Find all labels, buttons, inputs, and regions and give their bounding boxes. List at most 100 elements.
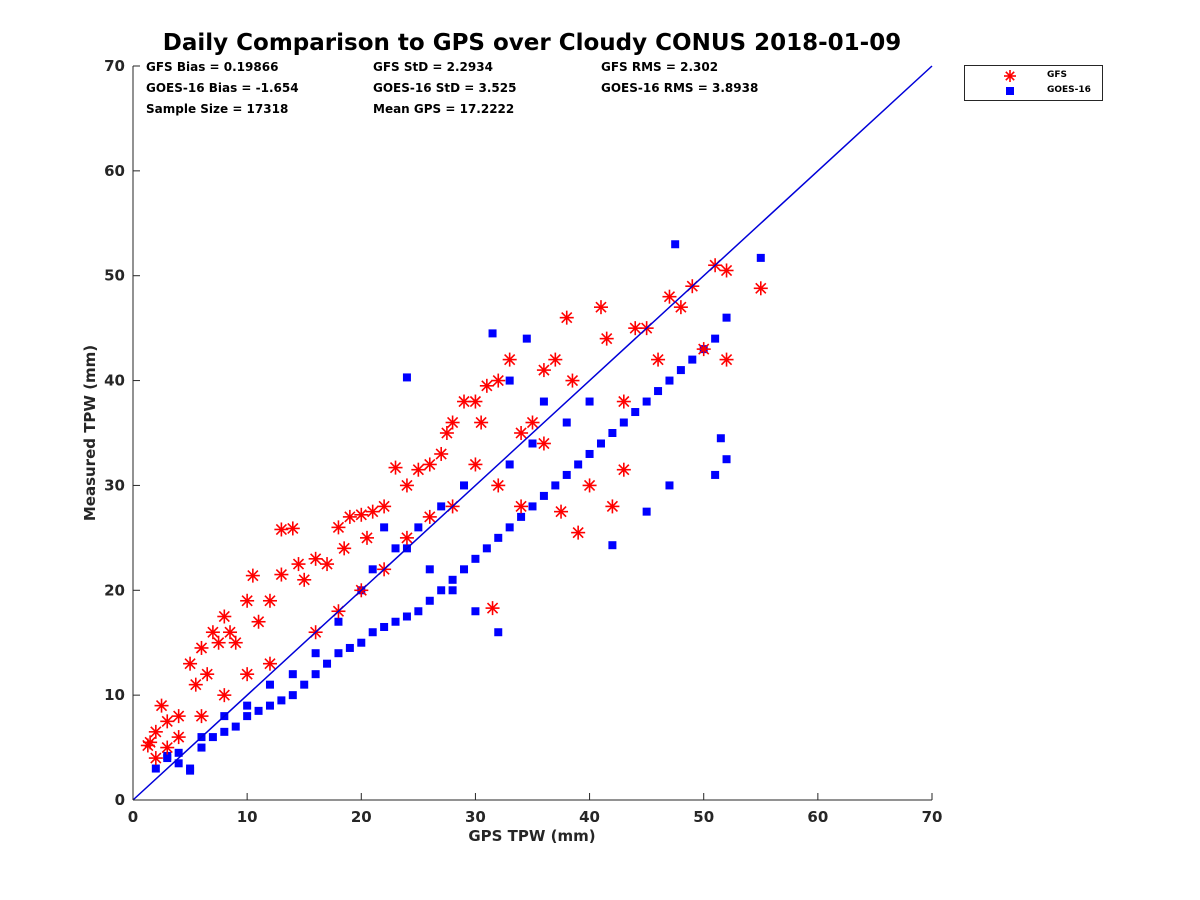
legend-label-goes-16: GOES-16: [1047, 85, 1091, 95]
goes-16-point: [756, 253, 765, 262]
legend-item-goes-16: GOES-16: [965, 84, 1102, 98]
gfs-point: [377, 499, 392, 514]
goes-16-point: [585, 397, 594, 406]
gfs-point: [422, 457, 437, 472]
gfs-point: [262, 593, 277, 608]
goes-bias-stat: GOES-16 Bias = -1.654: [146, 81, 299, 95]
gfs-point: [525, 415, 540, 430]
x-tick-label: 50: [693, 808, 714, 826]
gfs-point: [662, 289, 677, 304]
gfs-point: [291, 557, 306, 572]
gfs-point: [479, 378, 494, 393]
goes-16-point: [671, 240, 680, 249]
goes-16-point: [482, 544, 491, 553]
y-tick-label: 50: [104, 267, 125, 285]
gfs-point: [439, 426, 454, 440]
goes-rms-stat: GOES-16 RMS = 3.8938: [601, 81, 759, 95]
goes-16-point: [277, 696, 286, 705]
goes-16-point: [380, 622, 389, 631]
goes-16-point: [471, 607, 480, 616]
gfs-point: [240, 667, 255, 682]
goes-16-point: [391, 544, 400, 553]
gfs-point: [200, 667, 215, 682]
gfs-point: [228, 635, 243, 650]
gfs-point: [485, 601, 500, 616]
gfs-point: [559, 310, 574, 325]
goes-16-point: [174, 759, 183, 768]
y-tick-label: 60: [104, 162, 125, 180]
gfs-point: [354, 507, 369, 522]
gfs-point: [616, 394, 631, 409]
gfs-point: [251, 614, 266, 629]
goes-16-point: [539, 491, 548, 500]
goes-16-point: [585, 449, 594, 458]
goes-16-point: [551, 481, 560, 490]
chart-title: Daily Comparison to GPS over Cloudy CONU…: [162, 30, 902, 56]
gfs-series: [140, 258, 768, 766]
legend-label-gfs: GFS: [1047, 70, 1068, 80]
x-tick-label: 60: [807, 808, 828, 826]
goes-16-point: [665, 376, 674, 385]
goes-16-point: [357, 638, 366, 647]
gfs-point: [359, 530, 374, 545]
goes-16-point: [311, 649, 320, 658]
goes-16-point: [522, 334, 531, 343]
goes-16-point: [231, 722, 240, 731]
gfs-point: [297, 572, 312, 587]
gfs-point: [399, 530, 414, 545]
x-tick-label: 40: [579, 808, 600, 826]
goes-16-point: [368, 628, 377, 637]
goes-16-point: [505, 376, 514, 385]
goes-16-point: [608, 429, 617, 437]
goes-16-point: [494, 533, 503, 542]
goes-16-point: [265, 701, 274, 710]
goes-16-point: [448, 586, 457, 595]
gfs-point: [337, 541, 352, 556]
gfs-point: [582, 478, 597, 493]
legend: GFS GOES-16: [964, 65, 1103, 101]
gfs-point: [245, 568, 260, 583]
goes-16-point: [642, 397, 651, 406]
goes-16-point: [460, 481, 469, 490]
goes-16-point: [368, 565, 377, 574]
goes-16-point: [539, 397, 548, 406]
goes-16-point: [711, 470, 720, 479]
goes-16-point: [300, 680, 309, 689]
goes-16-point: [425, 596, 434, 605]
y-tick-label: 30: [104, 476, 125, 494]
gfs-point: [411, 462, 426, 477]
goes-16-point: [722, 455, 731, 464]
goes-16-point: [619, 418, 628, 427]
goes-16-point: [208, 733, 217, 742]
gfs-point: [536, 436, 551, 451]
gfs-point: [422, 509, 437, 524]
gfs-point: [491, 373, 506, 388]
goes-16-point: [288, 670, 297, 679]
gfs-point: [171, 709, 186, 724]
goes-16-point: [494, 628, 503, 637]
gfs-point: [593, 300, 608, 315]
gfs-point: [160, 714, 175, 729]
goes-std-stat: GOES-16 StD = 3.525: [373, 81, 517, 95]
mean-gps-stat: Mean GPS = 17.2222: [373, 102, 515, 116]
goes-16-point: [608, 541, 617, 550]
gfs-point: [514, 426, 529, 440]
sample-size-stat: Sample Size = 17318: [146, 102, 289, 116]
goes-16-point: [437, 586, 446, 595]
goes-16-point: [414, 523, 423, 532]
gfs-point: [160, 740, 175, 755]
goes-16-point: [505, 523, 514, 532]
gfs-point: [188, 677, 203, 692]
gfs-point: [565, 373, 580, 388]
goes-16-point: [528, 502, 537, 511]
gfs-point: [599, 331, 614, 346]
gfs-point: [183, 656, 198, 671]
y-tick-label: 10: [104, 686, 125, 704]
x-tick-label: 30: [465, 808, 486, 826]
goes-16-point: [437, 502, 446, 511]
goes-16-point: [654, 387, 663, 396]
gfs-point: [491, 478, 506, 493]
gfs-point: [262, 656, 277, 671]
goes-16-point: [574, 460, 583, 469]
gfs-point: [148, 724, 163, 739]
